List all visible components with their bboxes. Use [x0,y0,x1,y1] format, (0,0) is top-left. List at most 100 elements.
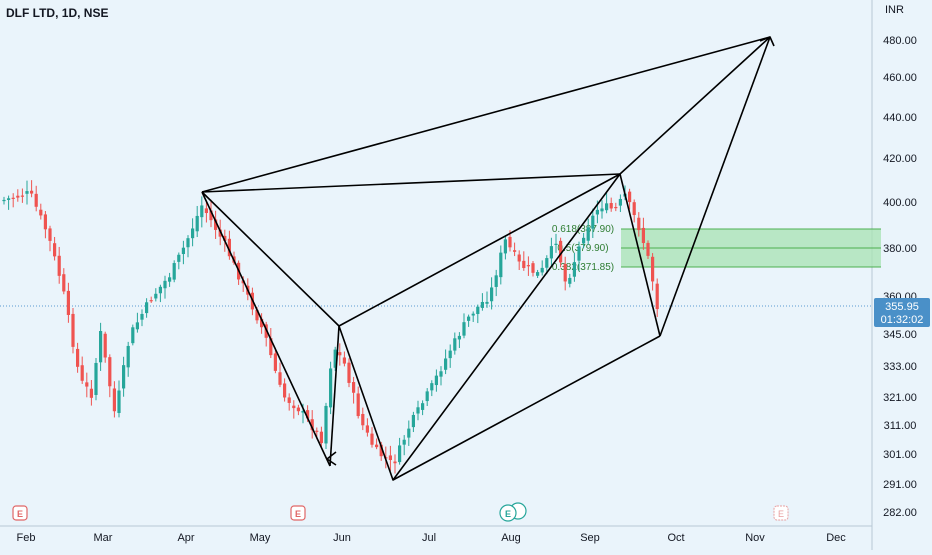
time-axis-label: Apr [177,532,194,544]
time-axis-label: Nov [745,532,765,544]
candle-body [356,393,360,417]
candle-body [16,195,20,198]
candle-body [214,219,218,230]
candle-body [563,263,567,282]
candle-body [628,191,632,203]
candle-body [273,353,277,371]
pattern-arrow-top [759,36,775,47]
pattern-line-x-a1[interactable] [201,191,331,467]
candle-body [172,263,176,280]
candle-body [195,215,199,232]
candle-body [605,203,609,211]
candle-body [140,313,144,320]
pattern-line-e-d[interactable] [659,36,771,337]
time-axis-label: Dec [826,532,846,544]
candle-body [595,209,599,215]
fib-level-05-label: 0.5(379.90) [557,243,608,254]
candle-body [522,260,526,269]
candle-body [283,383,287,398]
earnings-marker[interactable]: E [773,505,789,521]
candle-body [393,461,397,464]
candle-body [301,411,305,413]
pattern-line-a-e[interactable] [392,335,661,481]
candle-body [490,287,494,302]
pattern-line-c-e[interactable] [619,173,661,337]
candle-body [526,265,530,267]
earnings-icon [773,505,789,521]
bar-countdown: 01:32:02 [881,314,924,326]
candle-body [618,198,622,206]
candle-body [103,333,107,358]
candle-body [375,444,379,448]
earnings-marker[interactable]: E [499,502,527,522]
candle-body [467,316,471,321]
candle-body [568,277,572,284]
candle-body [582,237,586,244]
candle-body [149,300,153,302]
candle-body [181,247,185,255]
time-axis-label: Jul [422,532,436,544]
candle-body [549,246,553,259]
candle-body [209,210,213,221]
time-axis-label: Jun [333,532,351,544]
candle-body [421,403,425,410]
pattern-line-x-d[interactable] [201,36,771,193]
candle-body [80,365,84,381]
fibonacci-zone[interactable]: 0.618(387.90) 0.5(379.90) 0.382(371.85) [552,224,881,273]
candle-body [94,362,98,395]
candle-body [43,214,47,230]
candle-body [352,382,356,393]
candlestick-series[interactable] [2,180,659,474]
price-tick-label: 321.00 [883,392,917,404]
candle-body [62,274,66,292]
pattern-line-x-c[interactable] [201,173,621,193]
candle-body [154,293,158,299]
candle-body [191,228,195,239]
price-tick-label: 420.00 [883,153,917,165]
earnings-marker[interactable]: E [290,505,306,521]
candle-body [227,238,231,257]
candle-body [614,206,618,209]
candle-body [333,349,337,368]
candle-body [278,372,282,385]
symbol-title[interactable]: DLF LTD, 1D, NSE [6,6,109,20]
candle-body [112,388,116,412]
candle-body [398,445,402,463]
candle-body [513,250,517,252]
earnings-marker[interactable]: E [12,505,28,521]
candle-body [476,306,480,314]
harmonic-pattern-drawings[interactable] [201,36,775,481]
earnings-icon-label: E [17,509,23,519]
candle-body [540,267,544,273]
candle-body [342,357,346,364]
candle-body [145,302,149,314]
time-axis-label: Sep [580,532,600,544]
candle-body [292,405,296,409]
current-price-value: 355.95 [885,301,919,313]
candle-body [646,242,650,256]
fib-level-0382-label: 0.382(371.85) [552,262,614,273]
candle-body [131,327,135,344]
candle-body [425,391,429,402]
pattern-line-a1-b[interactable] [329,325,340,467]
earnings-icon-label: E [778,509,784,519]
price-tick-label: 333.00 [883,361,917,373]
price-axis[interactable]: 480.00 460.00 440.00 420.00 400.00 380.0… [883,35,917,519]
candle-body [347,362,351,383]
candle-body [11,197,15,199]
earnings-icon-label: E [295,509,301,519]
time-axis-label: Aug [501,532,521,544]
price-tick-label: 380.00 [883,243,917,255]
candle-body [365,425,369,433]
candle-body [508,236,512,248]
time-axis[interactable]: Feb Mar Apr May Jun Jul Aug Sep Oct Nov … [17,532,847,544]
pattern-line-b-c[interactable] [338,173,621,327]
candle-body [554,243,558,245]
candle-body [218,229,222,237]
candle-body [57,255,61,276]
candle-body [66,290,70,315]
candle-body [609,203,613,209]
candle-body [135,322,139,330]
